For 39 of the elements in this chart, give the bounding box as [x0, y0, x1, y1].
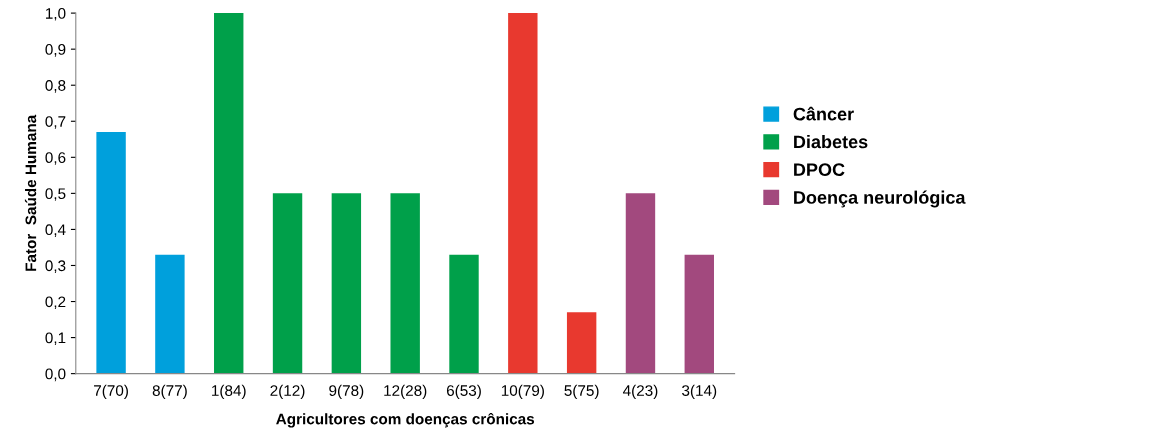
bar: [449, 254, 479, 374]
legend-label: Doença neurológica: [794, 190, 966, 208]
legend-label: Diabetes: [794, 135, 868, 149]
x-tick-label: 12(28): [384, 384, 427, 399]
bar: [566, 312, 597, 374]
legend-label: Câncer: [793, 106, 854, 121]
bar: [390, 193, 420, 374]
y-tick-label: 0,6: [45, 152, 66, 165]
y-tick-label: 0,9: [45, 44, 66, 57]
bar: [96, 132, 126, 374]
bar: [508, 13, 538, 374]
x-tick-label: 1(84): [212, 384, 246, 399]
x-tick-label: 8(77): [152, 384, 187, 399]
y-tick-label: 0,5: [45, 188, 66, 201]
y-axis-title: Fator Saúde Humana: [24, 114, 37, 271]
x-tick-label: 5(75): [564, 384, 599, 399]
y-tick-label: 0,8: [45, 80, 66, 93]
y-tick-label: 1,0: [46, 7, 66, 21]
legend-label: DPOC: [794, 163, 845, 177]
x-tick-label: 4(23): [622, 384, 658, 399]
y-tick-label: 0,0: [45, 368, 66, 382]
x-tick-label: 2(12): [270, 384, 305, 399]
y-tick-label: 0,3: [45, 260, 66, 273]
y-tick-label: 0,7: [45, 116, 66, 129]
y-tick-label: 0,2: [45, 296, 66, 310]
x-tick-label: 10(79): [501, 384, 544, 399]
x-tick-label: 7(70): [94, 384, 128, 399]
bar: [625, 193, 656, 374]
bar: [214, 13, 244, 374]
x-tick-label: 3(14): [682, 384, 717, 399]
x-axis-title: Agricultores com doenças crônicas: [276, 412, 535, 428]
x-tick-label: 9(78): [329, 384, 364, 399]
x-tick-label: 6(53): [446, 384, 481, 399]
y-tick-label: 0,4: [45, 224, 66, 237]
bar: [331, 193, 362, 374]
bar: [155, 254, 185, 374]
bar: [684, 254, 714, 374]
y-tick-label: 0,1: [45, 332, 66, 346]
bar: [272, 193, 303, 374]
